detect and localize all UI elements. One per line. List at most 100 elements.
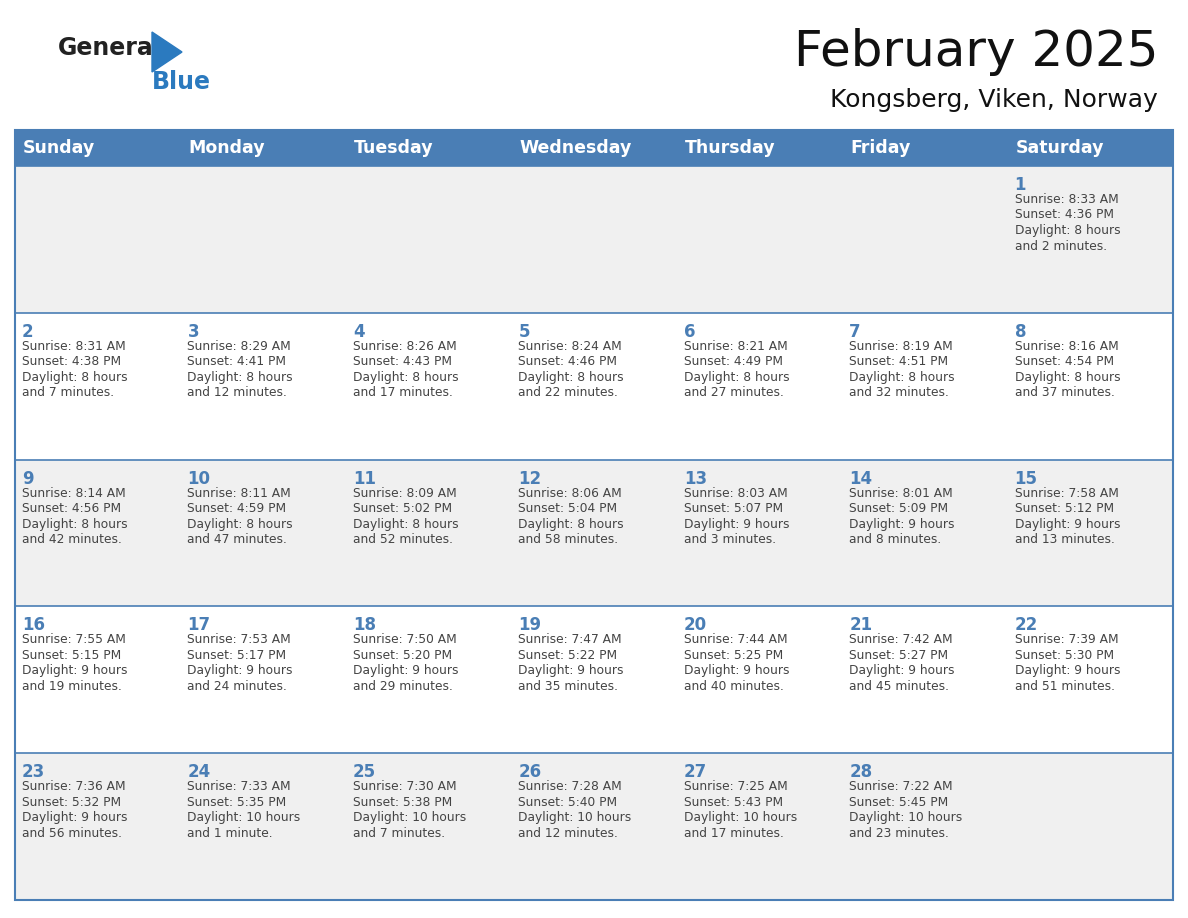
Text: Daylight: 8 hours: Daylight: 8 hours (188, 371, 293, 384)
FancyBboxPatch shape (15, 313, 1173, 460)
Text: Sunday: Sunday (23, 139, 95, 157)
FancyBboxPatch shape (15, 166, 1173, 313)
Text: Kongsberg, Viken, Norway: Kongsberg, Viken, Norway (830, 88, 1158, 112)
Text: Sunset: 4:36 PM: Sunset: 4:36 PM (1015, 208, 1113, 221)
Text: 16: 16 (23, 616, 45, 634)
Text: 15: 15 (1015, 470, 1037, 487)
Text: and 19 minutes.: and 19 minutes. (23, 680, 122, 693)
Text: Sunrise: 8:29 AM: Sunrise: 8:29 AM (188, 340, 291, 353)
Text: Daylight: 8 hours: Daylight: 8 hours (353, 518, 459, 531)
Text: Sunrise: 7:55 AM: Sunrise: 7:55 AM (23, 633, 126, 646)
Text: and 3 minutes.: and 3 minutes. (684, 533, 776, 546)
Text: Sunrise: 7:42 AM: Sunrise: 7:42 AM (849, 633, 953, 646)
Text: Sunset: 5:43 PM: Sunset: 5:43 PM (684, 796, 783, 809)
Text: 6: 6 (684, 323, 695, 341)
Text: Sunset: 4:54 PM: Sunset: 4:54 PM (1015, 355, 1113, 368)
Text: Sunset: 4:59 PM: Sunset: 4:59 PM (188, 502, 286, 515)
Text: Sunset: 4:46 PM: Sunset: 4:46 PM (518, 355, 618, 368)
Text: 4: 4 (353, 323, 365, 341)
Text: Daylight: 9 hours: Daylight: 9 hours (353, 665, 459, 677)
Text: 7: 7 (849, 323, 861, 341)
Text: Daylight: 8 hours: Daylight: 8 hours (1015, 224, 1120, 237)
Text: and 51 minutes.: and 51 minutes. (1015, 680, 1114, 693)
Text: Daylight: 9 hours: Daylight: 9 hours (849, 518, 955, 531)
Text: 11: 11 (353, 470, 375, 487)
Text: 21: 21 (849, 616, 872, 634)
Text: Daylight: 10 hours: Daylight: 10 hours (353, 812, 466, 824)
Text: and 7 minutes.: and 7 minutes. (353, 827, 446, 840)
Text: Sunrise: 7:50 AM: Sunrise: 7:50 AM (353, 633, 456, 646)
Text: and 17 minutes.: and 17 minutes. (684, 827, 784, 840)
Text: Daylight: 9 hours: Daylight: 9 hours (518, 665, 624, 677)
Text: Daylight: 8 hours: Daylight: 8 hours (518, 371, 624, 384)
Text: Daylight: 8 hours: Daylight: 8 hours (353, 371, 459, 384)
Text: Sunset: 5:07 PM: Sunset: 5:07 PM (684, 502, 783, 515)
Text: Sunrise: 8:09 AM: Sunrise: 8:09 AM (353, 487, 456, 499)
Text: and 32 minutes.: and 32 minutes. (849, 386, 949, 399)
Text: 24: 24 (188, 763, 210, 781)
Text: Daylight: 8 hours: Daylight: 8 hours (849, 371, 955, 384)
Text: Daylight: 9 hours: Daylight: 9 hours (1015, 518, 1120, 531)
Text: Sunset: 5:22 PM: Sunset: 5:22 PM (518, 649, 618, 662)
Text: 8: 8 (1015, 323, 1026, 341)
Text: Daylight: 9 hours: Daylight: 9 hours (1015, 665, 1120, 677)
Text: Thursday: Thursday (684, 139, 776, 157)
Text: Sunrise: 8:16 AM: Sunrise: 8:16 AM (1015, 340, 1118, 353)
Text: Daylight: 8 hours: Daylight: 8 hours (188, 518, 293, 531)
Text: Daylight: 9 hours: Daylight: 9 hours (849, 665, 955, 677)
Text: 13: 13 (684, 470, 707, 487)
Text: Sunrise: 8:31 AM: Sunrise: 8:31 AM (23, 340, 126, 353)
Text: 14: 14 (849, 470, 872, 487)
Text: Sunset: 5:35 PM: Sunset: 5:35 PM (188, 796, 286, 809)
Text: 12: 12 (518, 470, 542, 487)
Text: and 29 minutes.: and 29 minutes. (353, 680, 453, 693)
Text: Sunset: 5:20 PM: Sunset: 5:20 PM (353, 649, 451, 662)
Text: Daylight: 10 hours: Daylight: 10 hours (518, 812, 632, 824)
Text: 27: 27 (684, 763, 707, 781)
Text: and 8 minutes.: and 8 minutes. (849, 533, 941, 546)
Text: Sunset: 5:02 PM: Sunset: 5:02 PM (353, 502, 451, 515)
Text: Sunset: 5:25 PM: Sunset: 5:25 PM (684, 649, 783, 662)
Text: Sunset: 4:49 PM: Sunset: 4:49 PM (684, 355, 783, 368)
Text: Monday: Monday (189, 139, 265, 157)
Text: Sunset: 5:40 PM: Sunset: 5:40 PM (518, 796, 618, 809)
Text: 9: 9 (23, 470, 33, 487)
Text: General: General (58, 36, 162, 60)
Text: 28: 28 (849, 763, 872, 781)
Text: Daylight: 9 hours: Daylight: 9 hours (188, 665, 293, 677)
Text: and 23 minutes.: and 23 minutes. (849, 827, 949, 840)
Text: Sunset: 4:43 PM: Sunset: 4:43 PM (353, 355, 451, 368)
Text: Friday: Friday (851, 139, 910, 157)
Text: Sunset: 5:38 PM: Sunset: 5:38 PM (353, 796, 453, 809)
Text: Daylight: 8 hours: Daylight: 8 hours (684, 371, 789, 384)
Text: Sunrise: 7:33 AM: Sunrise: 7:33 AM (188, 780, 291, 793)
Text: and 37 minutes.: and 37 minutes. (1015, 386, 1114, 399)
Text: and 24 minutes.: and 24 minutes. (188, 680, 287, 693)
Text: Sunrise: 8:03 AM: Sunrise: 8:03 AM (684, 487, 788, 499)
Text: Sunrise: 7:39 AM: Sunrise: 7:39 AM (1015, 633, 1118, 646)
Text: Sunset: 5:45 PM: Sunset: 5:45 PM (849, 796, 948, 809)
Text: and 58 minutes.: and 58 minutes. (518, 533, 619, 546)
Text: 25: 25 (353, 763, 375, 781)
Text: Sunset: 5:32 PM: Sunset: 5:32 PM (23, 796, 121, 809)
FancyBboxPatch shape (15, 607, 1173, 753)
Text: and 2 minutes.: and 2 minutes. (1015, 240, 1107, 252)
Text: Sunrise: 8:06 AM: Sunrise: 8:06 AM (518, 487, 623, 499)
Text: 19: 19 (518, 616, 542, 634)
Text: Sunset: 5:12 PM: Sunset: 5:12 PM (1015, 502, 1113, 515)
Text: Daylight: 8 hours: Daylight: 8 hours (23, 518, 127, 531)
Text: Sunset: 4:56 PM: Sunset: 4:56 PM (23, 502, 121, 515)
Text: Sunrise: 8:19 AM: Sunrise: 8:19 AM (849, 340, 953, 353)
FancyBboxPatch shape (15, 753, 1173, 900)
Text: Sunrise: 8:33 AM: Sunrise: 8:33 AM (1015, 193, 1118, 206)
Text: Sunrise: 8:21 AM: Sunrise: 8:21 AM (684, 340, 788, 353)
Text: 22: 22 (1015, 616, 1038, 634)
Text: 20: 20 (684, 616, 707, 634)
Text: Sunrise: 7:53 AM: Sunrise: 7:53 AM (188, 633, 291, 646)
Text: and 22 minutes.: and 22 minutes. (518, 386, 618, 399)
Text: Sunset: 5:27 PM: Sunset: 5:27 PM (849, 649, 948, 662)
Text: Sunrise: 8:01 AM: Sunrise: 8:01 AM (849, 487, 953, 499)
Text: Sunrise: 7:58 AM: Sunrise: 7:58 AM (1015, 487, 1118, 499)
Text: 3: 3 (188, 323, 200, 341)
Text: Sunset: 5:09 PM: Sunset: 5:09 PM (849, 502, 948, 515)
